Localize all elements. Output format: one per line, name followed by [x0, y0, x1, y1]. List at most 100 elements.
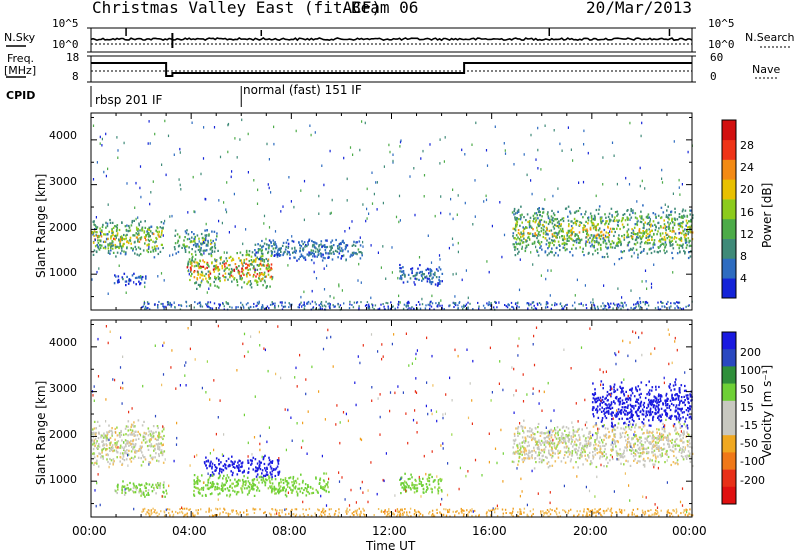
- power-echo-cell: [549, 241, 551, 244]
- velocity-echo-cell: [632, 437, 634, 440]
- power-echo-cell: [627, 228, 630, 231]
- velocity-echo-cell: [151, 490, 154, 493]
- power-echo-cell: [197, 245, 200, 248]
- velocity-echo-cell: [237, 490, 240, 494]
- power-echo-cell: [271, 253, 273, 256]
- power-echo-cell: [91, 232, 93, 235]
- power-echo-cell: [133, 234, 136, 237]
- power-noise-cell: [559, 236, 561, 239]
- power-noise-cell: [148, 120, 150, 123]
- power-noise-cell: [277, 304, 280, 308]
- power-echo-cell: [329, 245, 331, 248]
- power-echo-cell: [620, 256, 623, 260]
- power-echo-cell: [639, 215, 641, 218]
- power-echo-cell: [207, 239, 209, 242]
- power-echo-cell: [547, 211, 549, 214]
- velocity-echo-cell: [220, 484, 223, 487]
- power-noise-cell: [398, 220, 400, 224]
- power-noise-cell: [187, 260, 189, 264]
- power-noise-cell: [223, 251, 225, 254]
- velocity-echo-cell: [654, 444, 656, 447]
- power-echo-cell: [419, 270, 422, 274]
- power-echo-cell: [239, 259, 241, 262]
- velocity-echo-cell: [595, 443, 597, 446]
- velocity-echo-cell: [193, 493, 195, 496]
- power-echo-cell: [589, 245, 592, 248]
- velocity-echo-cell: [605, 436, 608, 439]
- velocity-echo-cell: [602, 444, 604, 447]
- velocity-echo-cell: [625, 446, 628, 449]
- velocity-echo-cell: [619, 433, 622, 436]
- power-echo-cell: [672, 247, 675, 250]
- velocity-echo-cell: [689, 445, 691, 448]
- velocity-echo-cell: [611, 430, 614, 433]
- power-echo-cell: [94, 224, 96, 227]
- velocity-echo-cell: [527, 430, 529, 433]
- velocity-echo-cell: [239, 479, 241, 482]
- velocity-echo-cell: [226, 487, 229, 490]
- velocity-echo-cell: [672, 445, 674, 449]
- velocity-echo-cell: [267, 463, 270, 466]
- velocity-echo-cell: [530, 455, 533, 458]
- velocity-echo-cell: [154, 437, 157, 440]
- power-echo-cell: [125, 284, 127, 287]
- power-echo-cell: [336, 250, 339, 253]
- velocity-echo-cell: [638, 436, 641, 439]
- velocity-echo-cell: [623, 463, 625, 466]
- power-noise-cell: [179, 151, 181, 154]
- power-echo-cell: [636, 235, 638, 239]
- velocity-echo-cell: [438, 486, 441, 489]
- velocity-echo-cell: [162, 486, 165, 489]
- power-ground-cell: [638, 304, 640, 306]
- power-ground-cell: [147, 302, 149, 305]
- power-echo-cell: [554, 231, 557, 234]
- power-echo-cell: [680, 216, 682, 219]
- power-echo-cell: [555, 218, 557, 221]
- power-ground-cell: [657, 306, 659, 309]
- velocity-echo-cell: [139, 447, 142, 450]
- velocity-echo-cell: [257, 487, 259, 490]
- power-echo-cell: [537, 239, 540, 242]
- velocity-echo-cell: [650, 442, 652, 445]
- power-ground-cell: [300, 301, 302, 304]
- power-echo-cell: [267, 262, 269, 265]
- power-echo-cell: [513, 210, 516, 213]
- power-ground-cell: [349, 300, 351, 303]
- velocity-echo-cell: [113, 449, 115, 452]
- power-noise-cell: [218, 219, 220, 223]
- power-ground-cell: [533, 304, 535, 307]
- power-echo-cell: [568, 223, 570, 226]
- power-echo-cell: [114, 235, 116, 238]
- power-echo-cell: [557, 226, 560, 229]
- velocity-echo-cell: [148, 493, 150, 496]
- velocity-echo-cell: [275, 467, 278, 470]
- power-echo-cell: [521, 221, 523, 224]
- velocity-echo-cell: [673, 454, 675, 458]
- power-echo-cell: [435, 276, 438, 279]
- velocity-echo-cell: [414, 484, 416, 487]
- power-ground-cell: [453, 306, 455, 308]
- power-noise-cell: [225, 301, 227, 304]
- power-echo-cell: [262, 245, 265, 248]
- power-echo-cell: [301, 254, 303, 258]
- power-echo-cell: [517, 236, 519, 239]
- velocity-echo-cell: [528, 457, 531, 460]
- power-echo-cell: [113, 282, 116, 285]
- velocity-echo-cell: [291, 481, 293, 484]
- power-echo-cell: [682, 230, 685, 233]
- velocity-echo-cell: [533, 433, 536, 436]
- velocity-echo-cell: [639, 452, 642, 455]
- power-echo-cell: [642, 226, 645, 229]
- power-noise-cell: [418, 256, 421, 259]
- power-ground-cell: [149, 308, 151, 311]
- power-echo-cell: [115, 255, 117, 258]
- velocity-echo-cell: [91, 432, 94, 435]
- power-ground-cell: [211, 307, 214, 310]
- power-echo-cell: [671, 236, 673, 239]
- velocity-echo-cell: [92, 452, 94, 455]
- velocity-echo-cell: [541, 432, 543, 435]
- power-echo-cell: [686, 215, 689, 218]
- velocity-echo-cell: [107, 438, 109, 441]
- power-echo-cell: [402, 272, 405, 275]
- power-echo-cell: [246, 272, 249, 275]
